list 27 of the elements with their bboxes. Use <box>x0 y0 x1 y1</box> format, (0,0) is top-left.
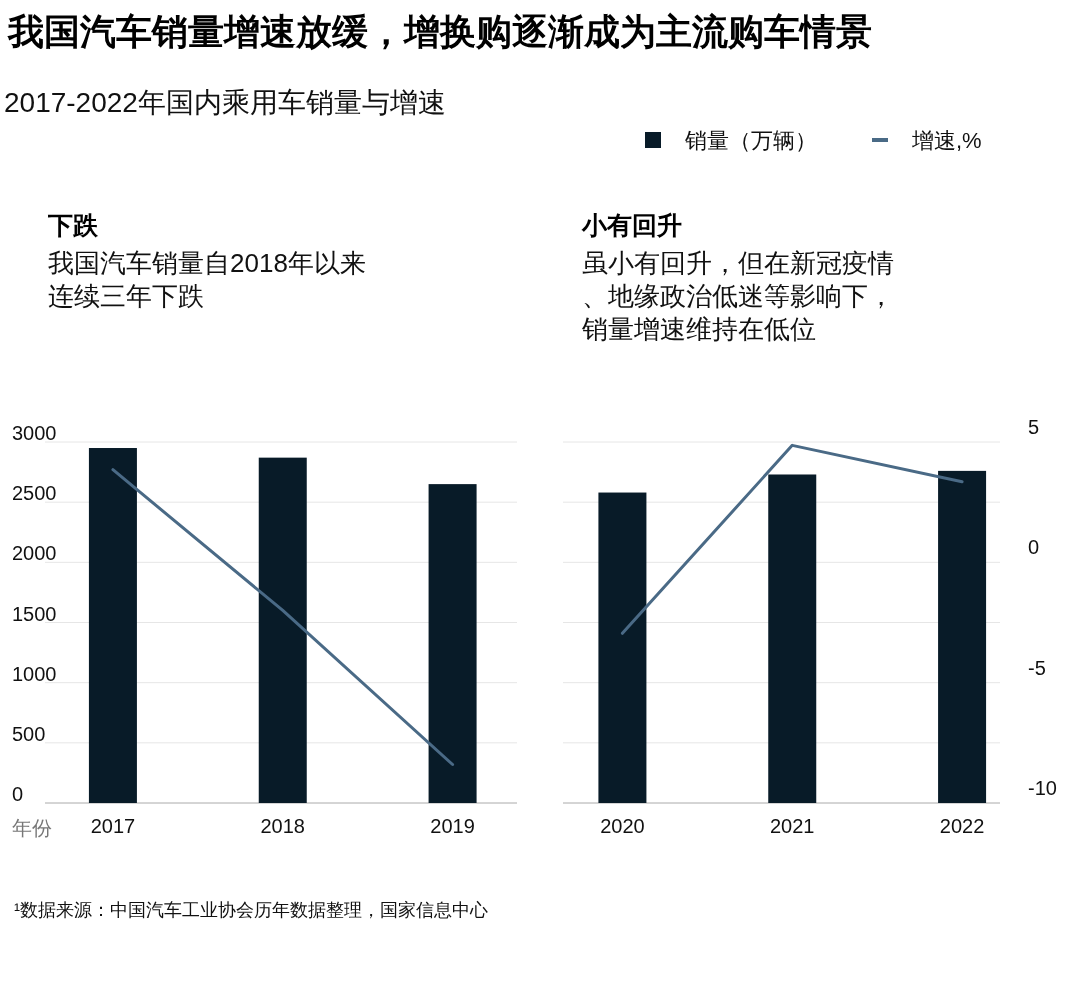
x-tick-label: 2021 <box>770 815 815 837</box>
y-tick-label: 1500 <box>12 602 57 625</box>
y-tick-label: 2500 <box>12 482 57 505</box>
y-tick-label: 0 <box>12 783 24 805</box>
chart-title: 我国汽车销量增速放缓，增换购逐渐成为主流购车情景 <box>7 11 872 52</box>
y2-tick-label: -5 <box>1028 656 1046 679</box>
text: 小有回升 <box>581 211 682 239</box>
y2-tick-label: 5 <box>1028 416 1040 438</box>
y2-tick-label: -10 <box>1028 777 1057 799</box>
x-tick-label: 2017 <box>90 815 136 837</box>
x-axis-title: 年份 <box>12 817 52 839</box>
text: ¹数据来源：中国汽车工业协会历年数据整理，国家信息中心 <box>14 900 488 920</box>
y-tick-label: 3000 <box>12 422 57 444</box>
legend-label: 销量（万辆） <box>684 128 817 153</box>
text: 虽小有回升，但在新冠疫情、地缘政治低迷等影响下，销量增速维持在低位 <box>581 248 894 344</box>
x-tick-label: 2019 <box>430 815 475 837</box>
y-tick-label: 500 <box>12 722 46 745</box>
x-tick-label: 2018 <box>260 815 305 837</box>
y-tick-label: 2000 <box>12 542 57 565</box>
text: 下跌 <box>47 211 99 239</box>
chart-subtitle: 2017-2022年国内乘用车销量与增速 <box>4 87 446 118</box>
legend-label: 增速,% <box>911 128 982 153</box>
y-tick-label: 1000 <box>12 662 57 685</box>
text: 我国汽车销量自2018年以来连续三年下跌 <box>48 248 366 311</box>
y2-tick-label: 0 <box>1028 536 1040 559</box>
x-tick-label: 2020 <box>600 815 645 837</box>
x-tick-label: 2022 <box>939 815 985 837</box>
